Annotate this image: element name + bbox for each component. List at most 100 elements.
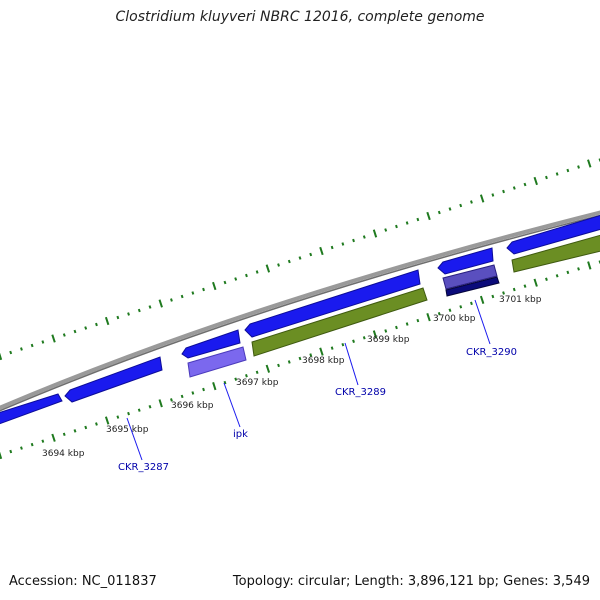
minor-tick xyxy=(127,411,130,416)
minor-tick xyxy=(170,398,173,402)
minor-tick xyxy=(137,308,141,313)
minor-tick xyxy=(491,294,495,299)
minor-tick xyxy=(9,449,13,454)
minor-tick xyxy=(277,363,280,368)
gene-label-ckr-3289[interactable]: CKR_3289 xyxy=(335,387,386,398)
genome-backbone-shadow xyxy=(0,214,600,412)
minor-tick xyxy=(545,175,548,180)
minor-tick xyxy=(512,186,516,190)
minor-tick xyxy=(20,347,23,351)
gene-ckr-3289[interactable] xyxy=(251,287,428,357)
major-tick xyxy=(104,316,110,326)
gene-arrow[interactable] xyxy=(181,329,241,359)
minor-tick xyxy=(84,425,88,430)
major-tick xyxy=(587,159,592,168)
kbp-label: 3695 kbp xyxy=(106,425,149,435)
minor-tick xyxy=(341,242,345,246)
gene-leader-lines xyxy=(126,299,491,461)
major-tick xyxy=(479,295,485,305)
major-tick xyxy=(104,416,110,425)
minor-tick xyxy=(352,238,355,243)
kbp-label: 3698 kbp xyxy=(302,356,345,366)
gene-olive-right[interactable] xyxy=(511,234,600,273)
major-tick xyxy=(372,229,378,238)
minor-tick xyxy=(395,224,398,229)
major-tick xyxy=(0,352,3,361)
minor-tick xyxy=(191,391,195,395)
minor-tick xyxy=(362,235,366,239)
minor-tick xyxy=(73,429,77,433)
minor-tick xyxy=(448,308,452,313)
inner-tick-ring xyxy=(0,260,600,460)
minor-tick xyxy=(341,342,345,347)
minor-tick xyxy=(30,343,34,348)
gene-arrow[interactable] xyxy=(0,393,63,430)
major-tick xyxy=(372,330,378,339)
gene-arrow[interactable] xyxy=(506,214,600,255)
reverse-strand-genes xyxy=(187,234,600,378)
minor-tick xyxy=(577,267,580,271)
gene-arrow[interactable] xyxy=(64,356,163,403)
minor-tick xyxy=(470,200,473,204)
minor-tick xyxy=(20,446,23,450)
gene-label-ckr-3290[interactable]: CKR_3290 xyxy=(466,347,517,358)
minor-tick xyxy=(298,356,302,361)
major-tick xyxy=(426,312,431,322)
minor-tick xyxy=(416,217,420,222)
major-tick xyxy=(319,246,324,256)
gene-arrow[interactable] xyxy=(437,247,494,275)
gene-label-ckr-3287[interactable]: CKR_3287 xyxy=(118,462,169,473)
minor-tick xyxy=(9,350,13,355)
major-tick xyxy=(158,399,163,408)
minor-tick xyxy=(41,439,45,443)
minor-tick xyxy=(362,336,366,340)
genome-backbone xyxy=(0,210,600,410)
kbp-label: 3696 kbp xyxy=(171,401,214,411)
minor-tick xyxy=(245,273,248,278)
gene-label-ipk[interactable]: ipk xyxy=(233,429,248,440)
minor-tick xyxy=(545,277,548,281)
minor-tick xyxy=(245,374,248,378)
minor-tick xyxy=(202,287,205,292)
accession-label: Accession: NC_011837 xyxy=(9,574,157,589)
minor-tick xyxy=(148,305,152,309)
minor-tick xyxy=(84,326,88,330)
minor-tick xyxy=(234,277,238,281)
minor-tick xyxy=(416,318,420,323)
gene-arrow[interactable] xyxy=(244,269,421,338)
gene-labels: CKR_3287 ipk CKR_3289 CKR_3290 xyxy=(118,347,517,473)
kbp-label: 3700 kbp xyxy=(433,314,476,324)
minor-tick xyxy=(512,287,516,292)
minor-tick xyxy=(287,259,291,264)
minor-tick xyxy=(352,339,355,343)
kbp-label: 3694 kbp xyxy=(42,449,85,459)
minor-tick xyxy=(137,408,141,412)
minor-tick xyxy=(405,221,409,225)
minor-tick xyxy=(555,172,559,176)
minor-tick xyxy=(470,301,473,306)
minor-tick xyxy=(234,377,238,381)
minor-tick xyxy=(116,315,120,320)
map-title: Clostridium kluyveri NBRC 12016, complet… xyxy=(115,9,485,25)
minor-tick xyxy=(170,298,173,302)
minor-tick xyxy=(330,346,334,350)
minor-tick xyxy=(437,210,441,215)
minor-tick xyxy=(223,280,227,285)
minor-tick xyxy=(255,370,259,375)
kbp-labels: 3694 kbp 3695 kbp 3696 kbp 3697 kbp 3698… xyxy=(42,295,542,459)
gene-ipk[interactable] xyxy=(187,346,247,378)
gene-ckr-3290-upper[interactable] xyxy=(442,264,498,290)
minor-tick xyxy=(309,353,313,357)
minor-tick xyxy=(395,325,398,330)
major-tick xyxy=(212,281,217,291)
major-tick xyxy=(587,261,592,270)
minor-tick xyxy=(62,432,66,437)
minor-tick xyxy=(459,203,463,208)
minor-tick xyxy=(523,284,527,288)
minor-tick xyxy=(223,380,227,385)
gene-ckr-3290-lower[interactable] xyxy=(445,276,500,297)
minor-tick xyxy=(298,256,302,260)
major-tick xyxy=(319,347,324,356)
outer-tick-ring xyxy=(0,158,600,361)
